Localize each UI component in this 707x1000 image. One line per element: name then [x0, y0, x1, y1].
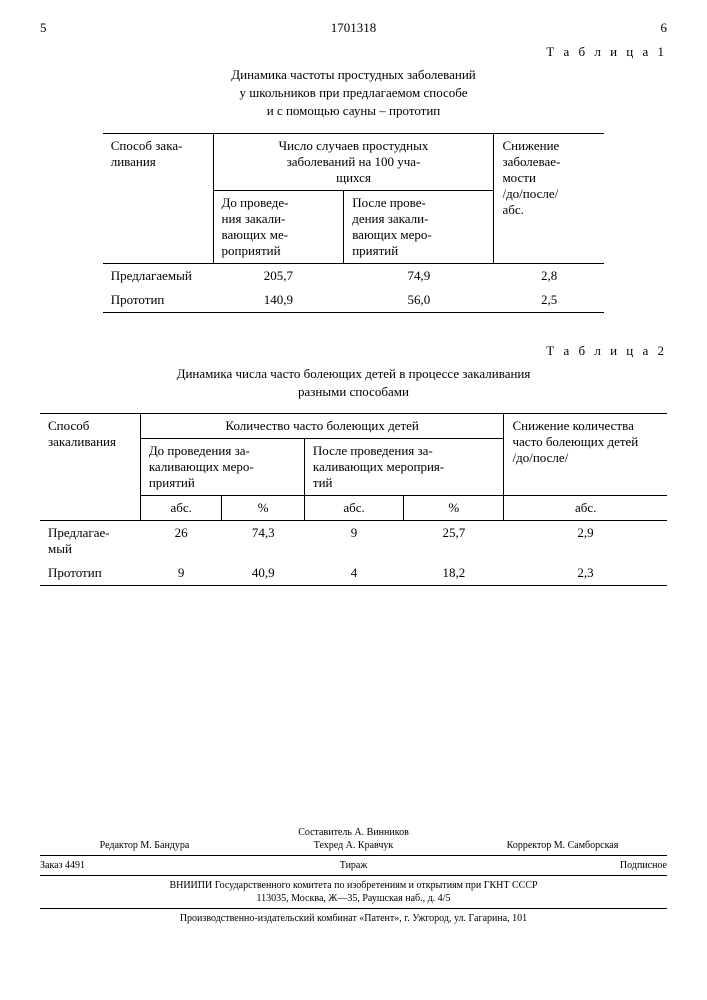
- table2-label: Т а б л и ц а 2: [40, 343, 667, 359]
- t2-b-abs: абс.: [140, 495, 222, 520]
- t2-r1-aabs: 9: [304, 520, 403, 561]
- footer-corrector: Корректор М. Самборская: [458, 839, 667, 852]
- table2: Способ закаливания Количество часто боле…: [40, 413, 667, 586]
- footer-compiler: Составитель А. Винников: [40, 826, 667, 839]
- patent-number: 1701318: [331, 20, 377, 36]
- t2-col2-header: Количество часто болеющих детей: [140, 413, 504, 438]
- t2-r1-bpct: 74,3: [222, 520, 304, 561]
- t1-r2-after: 56,0: [344, 288, 494, 313]
- t1-sub2: После прове- дения закали- вающих меро- …: [344, 190, 494, 263]
- t1-col2-header: Число случаев простудных заболеваний на …: [213, 133, 494, 190]
- table1-title: Динамика частоты простудных заболеваний …: [40, 66, 667, 121]
- t2-col3-header: Снижение количества часто болеющих детей…: [504, 413, 667, 495]
- table1-title-line1: Динамика частоты простудных заболеваний: [231, 67, 475, 82]
- t2-r2-bpct: 40,9: [222, 561, 304, 586]
- table1: Способ зака- ливания Число случаев прост…: [103, 133, 605, 313]
- t2-r1-babs: 26: [140, 520, 222, 561]
- t1-r2-before: 140,9: [213, 288, 344, 313]
- t1-r1-after: 74,9: [344, 263, 494, 288]
- t1-r2-red: 2,5: [494, 288, 604, 313]
- t1-col1-header: Способ зака- ливания: [103, 133, 213, 263]
- table1-label: Т а б л и ц а 1: [40, 44, 667, 60]
- table2-title: Динамика числа часто болеющих детей в пр…: [40, 365, 667, 401]
- table2-title-line2: разными способами: [298, 384, 409, 399]
- t1-sub1: До проведе- ния закали- вающих ме- ропри…: [213, 190, 344, 263]
- t1-r1-method: Предлагаемый: [103, 263, 213, 288]
- t2-r1-apct: 25,7: [404, 520, 504, 561]
- page-right: 6: [661, 20, 668, 36]
- footer-org2: Производственно-издательский комбинат «П…: [40, 912, 667, 925]
- footer-tirazh: Тираж: [249, 859, 458, 872]
- t1-r1-before: 205,7: [213, 263, 344, 288]
- t2-sub1: До проведения за- каливающих меро- прият…: [140, 438, 304, 495]
- footer-subscription: Подписное: [458, 859, 667, 872]
- t2-r1-red: 2,9: [504, 520, 667, 561]
- t2-r2-red: 2,3: [504, 561, 667, 586]
- t2-r1-method: Предлагае- мый: [40, 520, 140, 561]
- t1-r2-method: Прототип: [103, 288, 213, 313]
- t2-r2-method: Прототип: [40, 561, 140, 586]
- t2-r2-apct: 18,2: [404, 561, 504, 586]
- footer: Составитель А. Винников Редактор М. Банд…: [40, 826, 667, 925]
- footer-techred: Техред А. Кравчук: [249, 839, 458, 852]
- header: 5 1701318 6: [40, 20, 667, 36]
- table1-title-line2: у школьников при предлагаемом способе: [239, 85, 467, 100]
- t2-sub2: После проведения за- каливающих мероприя…: [304, 438, 504, 495]
- footer-editor: Редактор М. Бандура: [40, 839, 249, 852]
- footer-addr1: 113035, Москва, Ж—35, Раушская наб., д. …: [40, 892, 667, 905]
- table2-title-line1: Динамика числа часто болеющих детей в пр…: [177, 366, 531, 381]
- t2-red-abs: абс.: [504, 495, 667, 520]
- t1-col3-header: Снижение заболевае- мости /до/после/ абс…: [494, 133, 604, 263]
- t2-a-abs: абс.: [304, 495, 403, 520]
- page-left: 5: [40, 20, 47, 36]
- footer-order: Заказ 4491: [40, 859, 249, 872]
- t2-a-pct: %: [404, 495, 504, 520]
- t1-r1-red: 2,8: [494, 263, 604, 288]
- footer-org1: ВНИИПИ Государственного комитета по изоб…: [40, 879, 667, 892]
- t2-b-pct: %: [222, 495, 304, 520]
- table1-title-line3: и с помощью сауны – прототип: [267, 103, 441, 118]
- t2-r2-aabs: 4: [304, 561, 403, 586]
- t2-col1-header: Способ закаливания: [40, 413, 140, 520]
- t2-r2-babs: 9: [140, 561, 222, 586]
